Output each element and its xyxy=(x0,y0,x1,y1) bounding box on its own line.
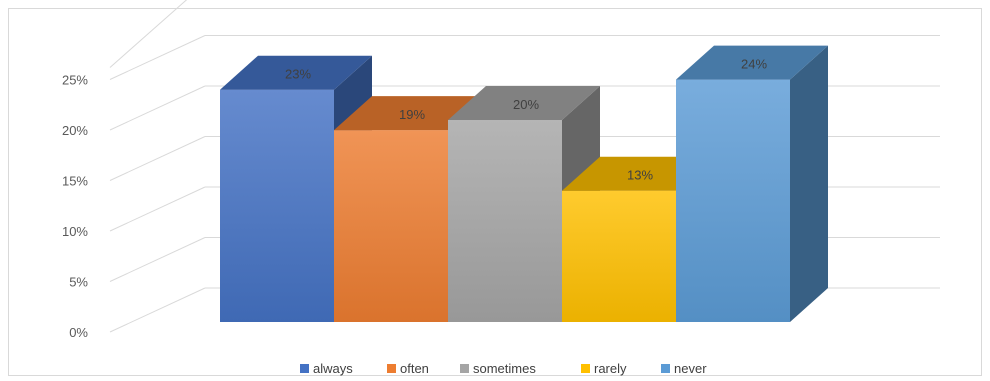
data-label-sometimes: 20% xyxy=(513,97,539,112)
legend-label: never xyxy=(674,361,707,376)
bar-front xyxy=(220,89,334,322)
chart-frame xyxy=(8,8,982,376)
gridline-top xyxy=(109,0,188,68)
gridline-side xyxy=(109,186,206,232)
legend-swatch xyxy=(581,364,590,373)
gridline-side xyxy=(109,85,206,131)
legend-item-often: often xyxy=(387,361,429,376)
y-tick-label: 5% xyxy=(69,275,88,290)
y-tick-label: 0% xyxy=(69,325,88,340)
bars xyxy=(220,45,828,322)
data-label-never: 24% xyxy=(741,57,767,72)
gridline-side xyxy=(109,136,206,181)
bar-top xyxy=(220,55,372,90)
gridline-side xyxy=(109,35,206,80)
bar-top xyxy=(448,86,600,120)
bar-front xyxy=(448,120,562,322)
y-tick-label: 15% xyxy=(62,174,88,189)
legend: always often sometimes rarely never xyxy=(300,361,707,376)
bar-top xyxy=(676,45,828,80)
legend-swatch xyxy=(300,364,309,373)
legend-item-sometimes: sometimes xyxy=(460,361,536,376)
bar-front xyxy=(676,79,790,322)
legend-label: always xyxy=(313,361,353,376)
legend-item-always: always xyxy=(300,361,353,376)
gridline-side xyxy=(109,237,206,282)
legend-label: often xyxy=(400,361,429,376)
legend-label: sometimes xyxy=(473,361,536,376)
bar-front xyxy=(562,190,676,322)
legend-item-rarely: rarely xyxy=(581,361,627,376)
gridline-side xyxy=(109,287,206,333)
data-labels: 23% 19% 20% 13% 24% xyxy=(285,57,767,183)
bar-never xyxy=(676,45,828,322)
legend-swatch xyxy=(460,364,469,373)
data-label-always: 23% xyxy=(285,67,311,82)
data-label-rarely: 13% xyxy=(627,168,653,183)
y-tick-label: 10% xyxy=(62,224,88,239)
y-axis-ticks: 0% 5% 10% 15% 20% 25% xyxy=(62,73,88,341)
legend-item-never: never xyxy=(661,361,707,376)
legend-label: rarely xyxy=(594,361,627,376)
data-label-often: 19% xyxy=(399,107,425,122)
bar-side xyxy=(790,45,828,322)
legend-swatch xyxy=(661,364,670,373)
y-tick-label: 20% xyxy=(62,123,88,138)
bar-front xyxy=(334,130,448,322)
legend-swatch xyxy=(387,364,396,373)
y-tick-label: 25% xyxy=(62,73,88,88)
